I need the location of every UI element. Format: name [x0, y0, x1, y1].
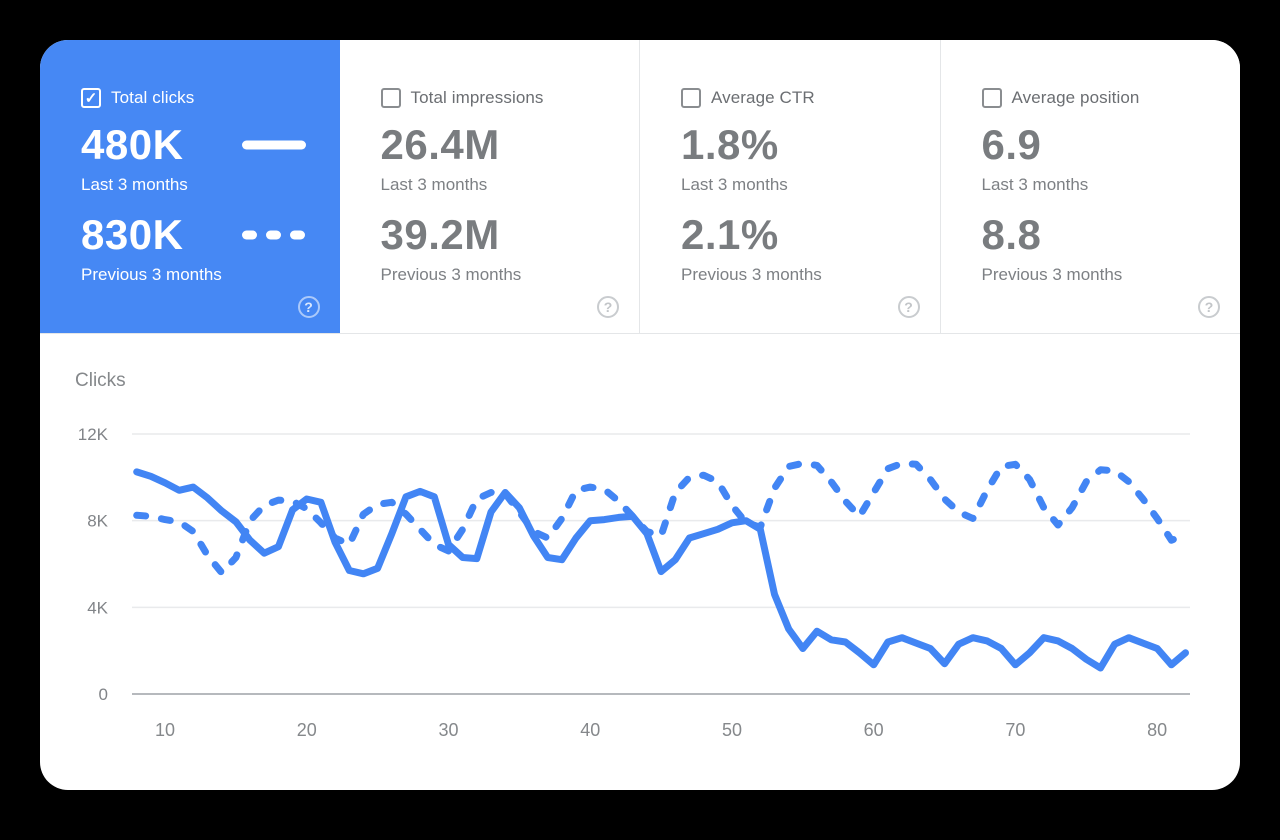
- metric-period-previous: Previous 3 months: [81, 265, 222, 284]
- tile-total-clicks-header: ✓ Total clicks: [81, 88, 340, 108]
- metric-period-current: Last 3 months: [81, 175, 188, 194]
- performance-panel: ✓ Total clicks 480K Last 3 months 830K P…: [40, 40, 1240, 790]
- help-icon[interactable]: ?: [1198, 296, 1220, 318]
- x-tick-label: 30: [438, 720, 458, 740]
- help-icon[interactable]: ?: [897, 296, 920, 318]
- y-tick-label: 4K: [87, 598, 108, 617]
- tile-label: Average position: [1011, 88, 1140, 107]
- metric-value-current: 1.8%: [681, 121, 779, 168]
- previous-value-row: 39.2M: [380, 211, 640, 258]
- metric-period-previous: Previous 3 months: [681, 265, 822, 284]
- tile-label: Total clicks: [111, 88, 195, 107]
- tile-average-position-header: Average position: [981, 88, 1241, 108]
- current-value-row: 480K: [81, 121, 340, 168]
- series-dashed-line: [133, 459, 1189, 577]
- clicks-line-chart: 0 4K 8K 12K 10 20 30 40 50 60 70 80: [78, 425, 1190, 740]
- help-icon[interactable]: ?: [597, 296, 619, 318]
- current-value-row: 6.9: [981, 121, 1241, 168]
- metric-value-previous: 2.1%: [681, 211, 779, 258]
- tile-average-position[interactable]: Average position 6.9 Last 3 months 8.8 P…: [940, 40, 1241, 333]
- average-position-checkbox[interactable]: [981, 88, 1002, 108]
- clicks-chart-section: Clicks 0 4K 8K 12K 10 20 30 40 50 60 70 80: [40, 334, 1240, 789]
- x-tick-label: 20: [297, 720, 317, 740]
- metric-value-current: 480K: [81, 121, 184, 168]
- metric-period-current: Last 3 months: [681, 175, 788, 194]
- chart-y-axis-title: Clicks: [75, 370, 126, 391]
- current-value-row: 1.8%: [681, 121, 940, 168]
- tile-total-impressions[interactable]: Total impressions 26.4M Last 3 months 39…: [339, 40, 640, 333]
- x-tick-label: 60: [864, 720, 884, 740]
- x-tick-label: 50: [722, 720, 742, 740]
- metric-period-current: Last 3 months: [981, 175, 1089, 194]
- previous-value-row: 8.8: [981, 211, 1241, 258]
- metric-value-current: 26.4M: [380, 121, 500, 168]
- y-tick-label: 0: [99, 685, 108, 704]
- metric-period-current: Last 3 months: [380, 175, 488, 194]
- x-tick-label: 40: [580, 720, 600, 740]
- dashed-line-legend-icon: [242, 230, 305, 240]
- average-ctr-checkbox[interactable]: [681, 88, 701, 108]
- tile-label: Total impressions: [410, 88, 544, 107]
- x-tick-label: 10: [155, 720, 175, 740]
- metric-period-previous: Previous 3 months: [981, 265, 1123, 284]
- x-tick-label: 70: [1005, 720, 1025, 740]
- metric-value-previous: 8.8: [981, 211, 1042, 258]
- metric-value-previous: 830K: [81, 211, 184, 258]
- total-clicks-checkbox[interactable]: ✓: [81, 88, 101, 108]
- solid-line-legend-icon: [242, 140, 306, 150]
- tile-label: Average CTR: [711, 88, 815, 107]
- series-solid-line: [133, 468, 1189, 672]
- y-tick-label: 12K: [78, 425, 109, 444]
- tile-total-clicks[interactable]: ✓ Total clicks 480K Last 3 months 830K P…: [40, 40, 340, 333]
- metric-period-previous: Previous 3 months: [380, 265, 522, 284]
- tile-total-impressions-header: Total impressions: [380, 88, 640, 108]
- previous-value-row: 2.1%: [681, 211, 940, 258]
- checkmark-icon: ✓: [84, 89, 98, 107]
- metric-value-current: 6.9: [981, 121, 1042, 168]
- y-tick-label: 8K: [87, 512, 108, 531]
- help-icon[interactable]: ?: [297, 296, 320, 318]
- x-tick-label: 80: [1147, 720, 1167, 740]
- metric-value-previous: 39.2M: [380, 211, 500, 258]
- metric-tiles-row: ✓ Total clicks 480K Last 3 months 830K P…: [40, 40, 1240, 334]
- current-value-row: 26.4M: [380, 121, 640, 168]
- previous-value-row: 830K: [81, 211, 340, 258]
- tile-average-ctr[interactable]: Average CTR 1.8% Last 3 months 2.1% Prev…: [640, 40, 941, 333]
- tile-average-ctr-header: Average CTR: [681, 88, 940, 108]
- total-impressions-checkbox[interactable]: [380, 88, 401, 108]
